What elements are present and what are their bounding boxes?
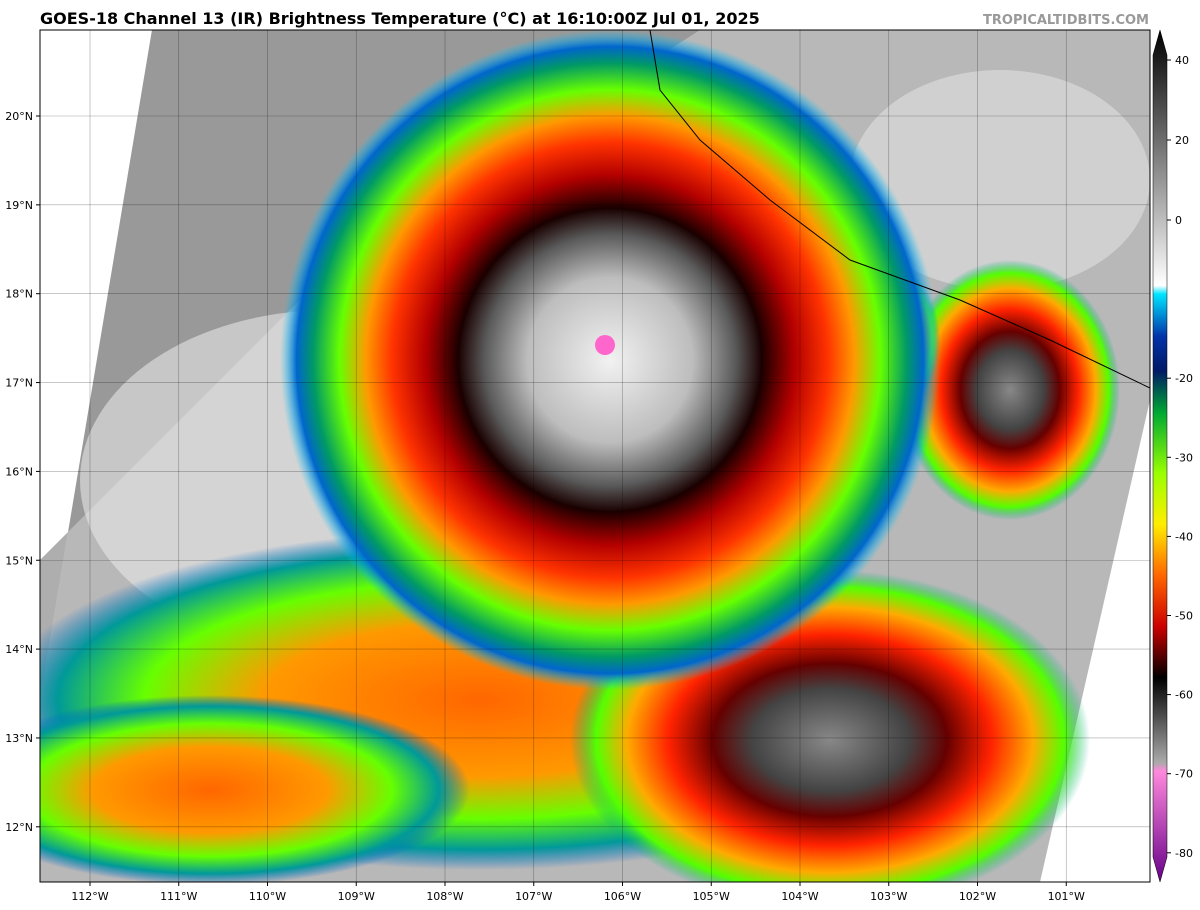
longitude-label: 102°W bbox=[959, 890, 996, 903]
longitude-label: 103°W bbox=[870, 890, 907, 903]
colorbar bbox=[1152, 29, 1168, 883]
latitude-label: 16°N bbox=[5, 465, 33, 478]
latitude-label: 14°N bbox=[5, 643, 33, 656]
map-imagery bbox=[40, 30, 1150, 882]
colorbar-label: -70 bbox=[1175, 768, 1193, 781]
longitude-label: 104°W bbox=[781, 890, 818, 903]
hurricane bbox=[280, 30, 940, 690]
latitude-label: 12°N bbox=[5, 821, 33, 834]
latitude-label: 15°N bbox=[5, 554, 33, 567]
colorbar-label: 0 bbox=[1175, 214, 1182, 227]
longitude-label: 112°W bbox=[71, 890, 108, 903]
rain-band bbox=[40, 695, 470, 882]
latitude-label: 13°N bbox=[5, 732, 33, 745]
colorbar-label: -60 bbox=[1175, 689, 1193, 702]
longitude-label: 111°W bbox=[160, 890, 197, 903]
latitude-label: 19°N bbox=[5, 199, 33, 212]
colorbar-label: -80 bbox=[1175, 847, 1193, 860]
latitude-label: 18°N bbox=[5, 288, 33, 301]
colorbar-label: 20 bbox=[1175, 134, 1189, 147]
longitude-label: 110°W bbox=[249, 890, 286, 903]
longitude-label: 101°W bbox=[1048, 890, 1085, 903]
eye bbox=[595, 335, 615, 355]
cloud-field bbox=[850, 70, 1150, 290]
longitude-label: 105°W bbox=[693, 890, 730, 903]
latitude-label: 20°N bbox=[5, 110, 33, 123]
credit: TROPICALTIDBITS.COM bbox=[983, 13, 1149, 28]
coastline bbox=[649, 30, 1150, 389]
map-frame bbox=[39, 29, 1151, 883]
longitude-label: 106°W bbox=[604, 890, 641, 903]
title: GOES-18 Channel 13 (IR) Brightness Tempe… bbox=[40, 9, 760, 28]
longitude-label: 107°W bbox=[515, 890, 552, 903]
colorbar-label: -20 bbox=[1175, 372, 1193, 385]
colorbar-label: -50 bbox=[1175, 610, 1193, 623]
longitude-label: 109°W bbox=[338, 890, 375, 903]
convective-cell bbox=[900, 260, 1120, 520]
cloud-field bbox=[40, 30, 700, 700]
colorbar-label: 40 bbox=[1175, 54, 1189, 67]
colorbar-label: -40 bbox=[1175, 530, 1193, 543]
axis-labels: 20°N 19°N 18°N 17°N 16°N 15°N 14°N 13°N 12°N 112°… bbox=[5, 110, 1085, 903]
longitude-label: 108°W bbox=[426, 890, 463, 903]
latitude-label: 17°N bbox=[5, 377, 33, 390]
colorbar-label: -30 bbox=[1175, 451, 1193, 464]
graticule bbox=[40, 30, 1150, 882]
